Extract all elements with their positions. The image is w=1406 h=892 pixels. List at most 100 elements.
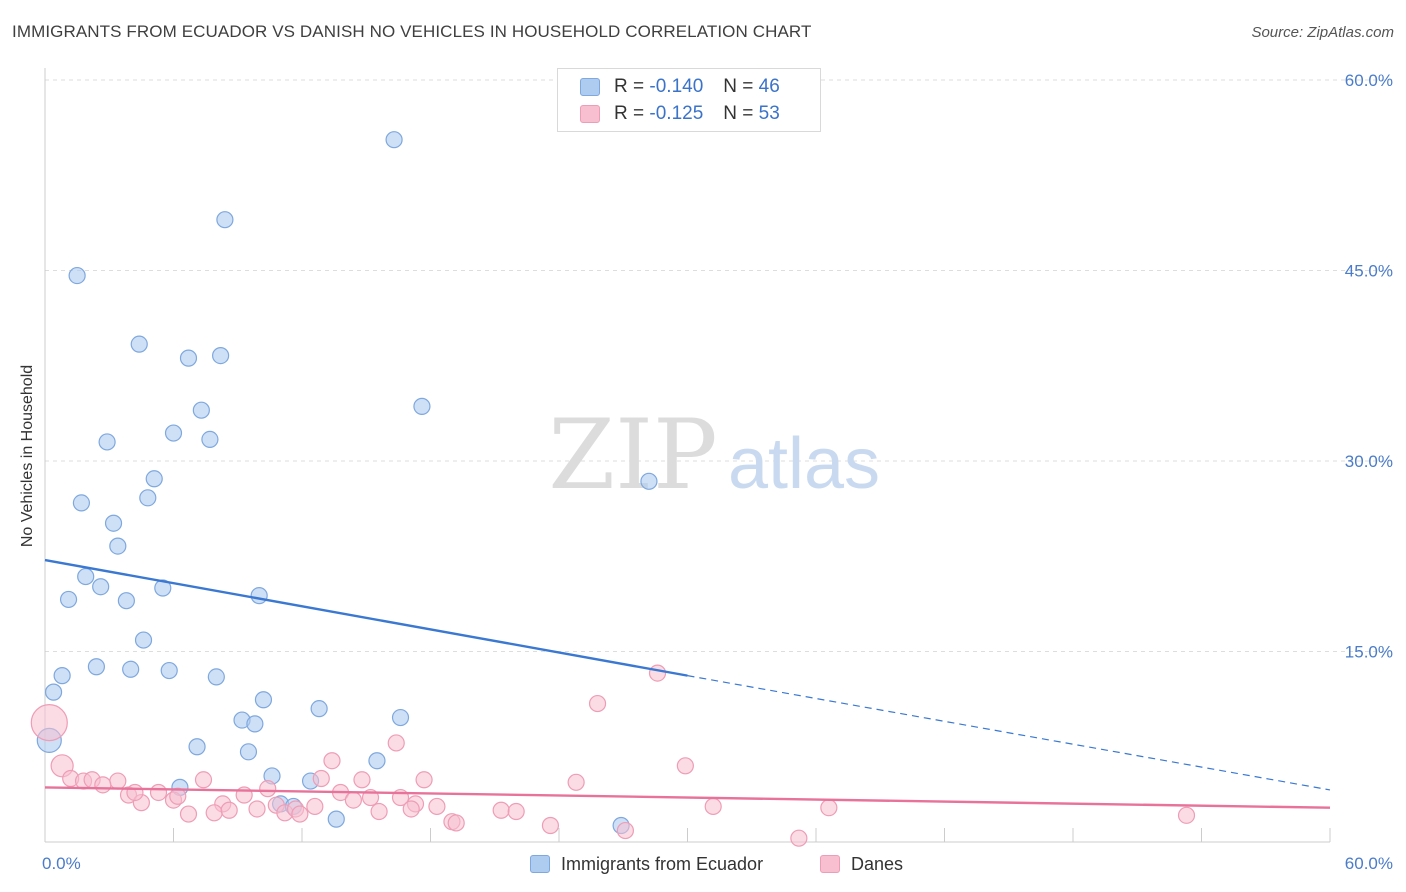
ecuador-point-11 <box>145 470 163 488</box>
watermark-zip: ZIP <box>548 399 717 511</box>
danes-point-39 <box>402 800 420 818</box>
ecuador-trend-extension <box>687 675 1331 791</box>
ecuador-point-4 <box>179 349 198 367</box>
ecuador-point-34 <box>391 708 410 727</box>
ecuador-point-9 <box>201 430 219 449</box>
danes-point-38 <box>415 771 433 789</box>
ecuador-point-5 <box>212 346 230 365</box>
danes-point-3 <box>588 694 607 713</box>
ecuador-point-14 <box>72 494 91 512</box>
legend-n-value-ecuador: 46 <box>758 76 780 97</box>
danes-point-28 <box>291 805 309 823</box>
danes-point-40 <box>428 797 446 816</box>
ecuador-point-36 <box>188 738 206 756</box>
ecuador-point-30 <box>254 691 273 709</box>
danes-point-44 <box>507 802 525 821</box>
ecuador-point-29 <box>44 683 63 701</box>
bottom-legend-danes[interactable]: Danes <box>820 852 903 876</box>
x-tick-label-min: 0.0% <box>42 854 81 873</box>
bottom-legend-ecuador[interactable]: Immigrants from Ecuador <box>530 852 763 876</box>
ecuador-point-23 <box>134 631 153 649</box>
ecuador-point-22 <box>250 587 268 605</box>
danes-point-18 <box>194 771 213 789</box>
ecuador-point-20 <box>59 590 78 609</box>
danes-point-49 <box>790 829 808 847</box>
ecuador-point-15 <box>104 514 123 532</box>
ecuador-point-24 <box>87 658 106 676</box>
legend-r-value-ecuador: -0.140 <box>649 76 704 97</box>
ecuador-trend-line <box>44 558 688 677</box>
danes-point-42 <box>447 814 465 832</box>
ecuador-point-26 <box>160 661 178 680</box>
danes-point-47 <box>616 821 634 840</box>
ecuador-point-33 <box>246 715 264 733</box>
ecuador-point-3 <box>130 335 148 353</box>
danes-point-4 <box>387 734 405 752</box>
danes-point-22 <box>220 801 238 819</box>
danes-points <box>30 664 1196 847</box>
watermark: ZIP atlas <box>548 399 880 511</box>
danes-point-15 <box>126 783 144 802</box>
source-label[interactable]: Source: ZipAtlas.com <box>1251 24 1394 41</box>
ecuador-point-1 <box>216 211 234 229</box>
legend-n-value-danes: 53 <box>758 103 780 124</box>
ecuador-point-21 <box>117 592 135 610</box>
bottom-legend-danes-label: Danes <box>851 853 904 874</box>
ecuador-point-0 <box>385 131 403 149</box>
danes-point-12 <box>149 783 168 802</box>
legend-row-ecuador: R = -0.140 N = 46 <box>580 75 780 99</box>
danes-point-11 <box>94 776 112 794</box>
danes-point-10 <box>109 772 127 790</box>
legend-n-label: N = <box>723 103 754 124</box>
danes-point-20 <box>205 804 223 822</box>
danes-point-35 <box>370 802 388 821</box>
ecuador-point-8 <box>164 424 183 442</box>
danes-legend-icon <box>820 855 840 873</box>
danes-point-2 <box>648 664 667 682</box>
ecuador-point-12 <box>640 472 658 490</box>
danes-point-51 <box>1177 806 1196 824</box>
y-tick-label-2: 45.0% <box>1345 262 1393 281</box>
x-tick-label-max: 60.0% <box>1345 854 1393 873</box>
danes-trend-line <box>44 786 1331 809</box>
ecuador-point-10 <box>98 433 116 451</box>
danes-point-32 <box>344 791 362 809</box>
chart-title: IMMIGRANTS FROM ECUADOR VS DANISH NO VEH… <box>12 22 812 41</box>
trend-lines <box>44 558 1331 809</box>
correlation-legend: R = -0.140 N = 46 R = -0.125 N = 53 <box>557 68 821 132</box>
ecuador-point-16 <box>109 537 127 555</box>
ecuador-swatch-icon <box>580 78 600 96</box>
danes-swatch-icon <box>580 105 600 123</box>
ecuador-point-25 <box>122 660 140 678</box>
danes-point-45 <box>541 816 560 835</box>
ecuador-point-19 <box>154 579 172 597</box>
danes-point-5 <box>676 757 694 775</box>
ecuador-point-2 <box>68 266 86 285</box>
ecuador-point-17 <box>77 567 95 586</box>
danes-point-33 <box>353 771 371 789</box>
ecuador-point-37 <box>239 743 258 761</box>
ecuador-point-38 <box>368 752 386 770</box>
danes-point-43 <box>492 801 510 819</box>
watermark-atlas: atlas <box>728 424 880 504</box>
y-tick-label-1: 30.0% <box>1345 452 1393 471</box>
danes-point-29 <box>306 797 324 816</box>
bottom-legend-ecuador-label: Immigrants from Ecuador <box>561 853 764 874</box>
danes-point-24 <box>259 780 277 798</box>
ecuador-legend-icon <box>530 855 550 873</box>
legend-n-label: N = <box>723 76 754 97</box>
danes-point-17 <box>169 787 187 805</box>
danes-point-50 <box>820 799 838 817</box>
danes-point-52 <box>248 800 266 818</box>
ecuador-point-6 <box>413 397 431 415</box>
ecuador-point-18 <box>92 578 110 596</box>
ecuador-point-27 <box>53 667 71 685</box>
grid-lines <box>45 79 1392 652</box>
ecuador-point-28 <box>207 668 225 686</box>
y-tick-label-0: 15.0% <box>1345 643 1393 662</box>
ecuador-point-44 <box>327 810 345 828</box>
ecuador-point-31 <box>310 700 328 718</box>
ecuador-point-13 <box>139 489 157 507</box>
danes-point-0 <box>30 704 68 742</box>
